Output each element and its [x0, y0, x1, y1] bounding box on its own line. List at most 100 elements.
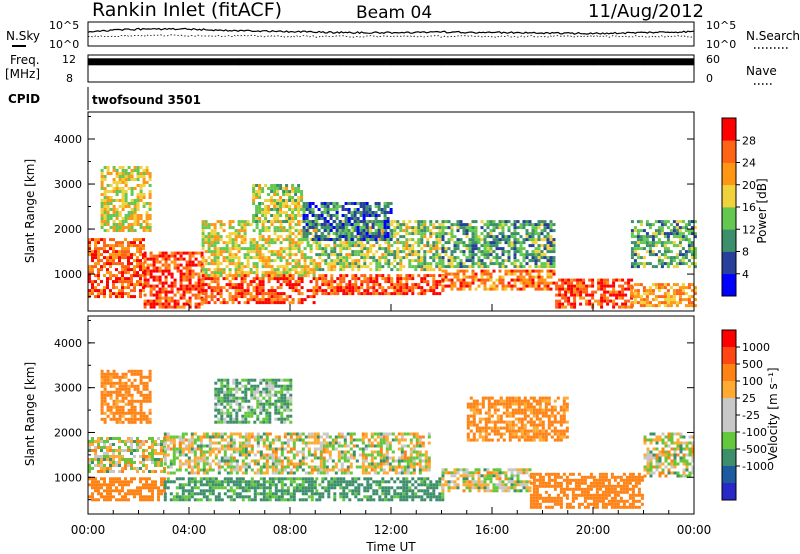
heat-cell — [675, 229, 679, 233]
heat-cell — [240, 292, 244, 296]
heat-cell — [317, 229, 321, 232]
heat-cell — [288, 271, 292, 275]
heat-cell — [522, 247, 526, 251]
heat-cell — [390, 280, 394, 284]
heat-cell — [182, 305, 186, 309]
heat-cell — [300, 190, 304, 193]
heat-cell — [639, 295, 643, 299]
heat-cell — [435, 232, 439, 236]
heat-cell — [258, 289, 262, 293]
heat-cell — [660, 229, 664, 233]
heat-cell — [154, 486, 157, 490]
heat-cell — [354, 259, 358, 263]
heat-cell — [318, 253, 322, 257]
heat-cell — [495, 244, 499, 248]
heat-cell — [303, 265, 307, 269]
heat-cell — [273, 202, 277, 205]
heat-cell — [474, 244, 478, 248]
heat-cell — [552, 229, 556, 233]
heat-cell — [384, 229, 388, 233]
heat-cell — [161, 257, 165, 261]
heat-cell — [321, 268, 325, 272]
heat-cell — [274, 450, 278, 454]
heat-cell — [681, 256, 685, 260]
heat-cell — [690, 226, 694, 230]
heat-cell — [639, 229, 643, 233]
heat-cell — [255, 274, 259, 278]
heat-cell — [381, 253, 385, 257]
heat-cell — [276, 250, 280, 254]
heat-cell — [486, 256, 490, 260]
heat-cell — [648, 235, 652, 239]
heat-cell — [326, 238, 330, 241]
heat-cell — [333, 241, 337, 245]
heat-cell — [654, 244, 658, 248]
heat-cell — [513, 269, 517, 273]
heat-cell — [274, 477, 278, 481]
heat-cell — [100, 458, 103, 461]
heat-cell — [441, 269, 445, 273]
heat-cell — [537, 226, 541, 230]
heat-cell — [88, 443, 91, 446]
heat-cell — [157, 458, 160, 461]
heat-cell — [182, 257, 186, 261]
heat-cell — [100, 280, 103, 284]
heat-cell — [255, 208, 259, 211]
heat-cell — [130, 458, 133, 461]
heat-cell — [222, 277, 226, 281]
heat-cell — [270, 286, 274, 290]
heat-cell — [687, 244, 691, 248]
heat-cell — [468, 284, 472, 288]
heat-cell — [528, 265, 532, 269]
heat-cell — [271, 450, 275, 454]
heat-cell — [525, 278, 529, 282]
heat-cell — [88, 268, 91, 272]
heat-cell — [249, 250, 253, 254]
heat-cell — [678, 241, 682, 245]
heat-cell — [402, 223, 406, 227]
heat-cell — [197, 290, 201, 294]
heat-cell — [154, 461, 157, 464]
heat-cell — [204, 298, 208, 302]
heat-cell — [106, 172, 110, 175]
heat-cell — [510, 223, 514, 227]
heat-cell — [648, 226, 652, 230]
heat-cell — [447, 256, 451, 260]
heat-cell — [130, 190, 134, 193]
heat-cell — [100, 268, 103, 272]
heat-cell — [121, 495, 124, 499]
heat-cell — [519, 262, 523, 266]
heat-cell — [573, 284, 577, 288]
heat-cell — [432, 286, 436, 290]
heat-cell — [179, 278, 183, 282]
heat-cell — [205, 477, 209, 481]
heat-cell — [687, 286, 691, 290]
heat-cell — [330, 289, 334, 293]
heat-cell — [301, 498, 305, 502]
heat-cell — [534, 232, 538, 236]
heat-cell — [279, 208, 283, 211]
heat-cell — [311, 220, 315, 223]
heat-cell — [223, 456, 227, 460]
heat-cell — [480, 232, 484, 236]
heat-cell — [121, 226, 125, 229]
heat-cell — [100, 449, 103, 452]
heat-cell — [633, 301, 637, 305]
heat-cell — [310, 477, 314, 481]
heat-cell — [182, 278, 186, 282]
heat-cell — [630, 265, 634, 269]
heat-cell — [100, 202, 104, 205]
heat-cell — [543, 229, 547, 233]
heat-cell — [432, 253, 436, 257]
heat-cell — [172, 462, 176, 466]
heat-cell — [121, 190, 125, 193]
heat-cell — [210, 289, 214, 293]
heat-cell — [465, 223, 469, 227]
heat-cell — [121, 292, 124, 296]
heat-cell — [130, 229, 134, 232]
heat-cell — [495, 247, 499, 251]
heat-cell — [178, 483, 182, 487]
heat-cell — [231, 283, 235, 287]
heat-cell — [277, 462, 281, 466]
heat-cell — [149, 284, 153, 288]
